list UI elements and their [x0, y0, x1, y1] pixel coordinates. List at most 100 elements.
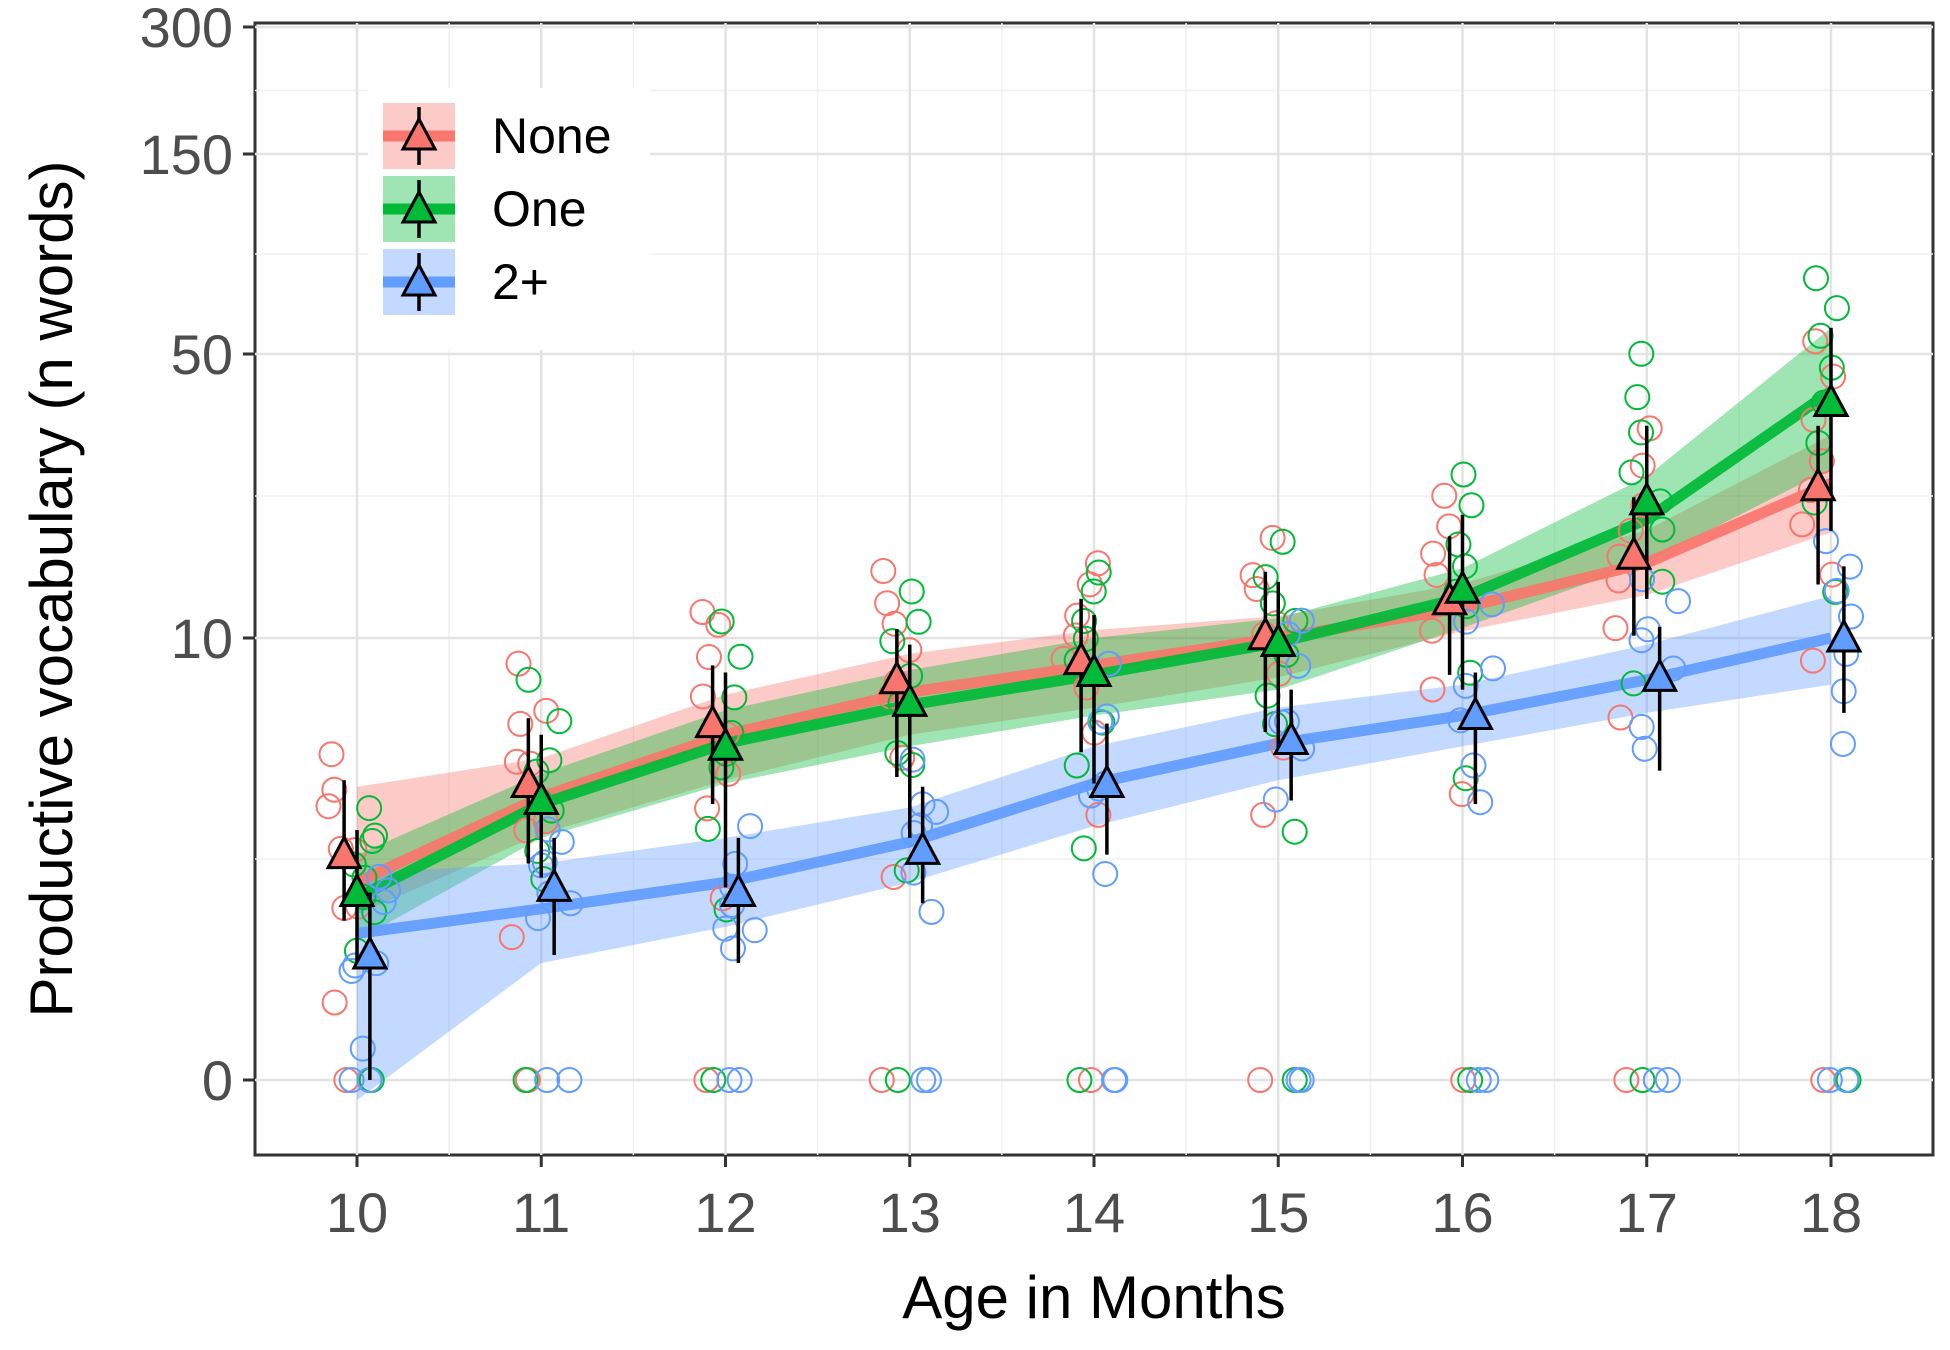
mean-marker-2+: [719, 872, 757, 907]
point-2+: [1813, 528, 1840, 555]
point-One: [1649, 516, 1676, 543]
mean-marker-One: [707, 726, 744, 761]
point-One: [1063, 752, 1090, 779]
mean-marker-One: [1259, 622, 1297, 657]
point-None: [689, 683, 716, 710]
point-One: [721, 684, 748, 711]
mean-marker-2+: [535, 867, 573, 902]
point-One: [1070, 835, 1097, 862]
point-2+: [1628, 713, 1655, 740]
point-2+: [1453, 608, 1480, 635]
y-tick-label: 0: [202, 1049, 233, 1112]
mean-marker-2+: [351, 934, 389, 970]
mean-marker-None: [694, 703, 732, 739]
point-One: [1282, 607, 1309, 634]
point-2+: [1460, 752, 1487, 779]
point-2+: [1833, 1067, 1860, 1093]
point-2+: [1837, 553, 1864, 580]
point-One: [1452, 765, 1479, 792]
y-tick-label: 150: [140, 123, 233, 186]
point-2+: [1829, 730, 1856, 757]
point-None: [874, 590, 901, 617]
x-tick-label: 10: [326, 1181, 388, 1244]
point-None: [695, 644, 722, 671]
point-2+: [719, 935, 746, 962]
point-2+: [737, 813, 764, 840]
mean-marker-None: [509, 763, 547, 798]
point-One: [1620, 670, 1647, 697]
point-One: [1457, 1067, 1484, 1093]
point-2+: [1285, 1067, 1312, 1093]
point-None: [315, 793, 342, 820]
mean-marker-2+: [1456, 695, 1494, 731]
point-One: [515, 666, 542, 693]
point-None: [1085, 801, 1112, 828]
point-None: [1247, 1067, 1274, 1093]
point-2+: [1452, 672, 1479, 699]
point-None: [694, 795, 721, 822]
point-One: [1269, 528, 1296, 555]
point-None: [1808, 448, 1835, 475]
mean-marker-One: [522, 780, 560, 815]
point-2+: [534, 816, 561, 843]
point-One: [1080, 578, 1107, 605]
point-2+: [1480, 655, 1507, 682]
legend-label-One: One: [492, 181, 587, 237]
point-2+: [716, 1067, 743, 1093]
point-One: [1071, 607, 1098, 634]
point-2+: [899, 746, 926, 773]
point-2+: [1473, 1067, 1500, 1093]
point-2+: [1465, 1067, 1492, 1093]
point-One: [1823, 295, 1850, 322]
point-None: [880, 863, 907, 890]
point-2+: [741, 917, 768, 944]
point-2+: [1092, 860, 1119, 887]
mean-marker-None: [1799, 466, 1837, 502]
point-None: [1064, 602, 1091, 629]
point-One: [362, 822, 389, 849]
mean-marker-One: [1444, 569, 1481, 604]
point-One: [708, 608, 735, 635]
mean-marker-One: [891, 682, 929, 717]
point-One: [898, 578, 925, 605]
point-One: [1085, 559, 1112, 586]
point-None: [505, 650, 532, 677]
point-One: [694, 815, 721, 842]
point-2+: [900, 820, 927, 847]
point-None: [321, 989, 348, 1016]
point-One: [905, 608, 932, 635]
mean-marker-2+: [1825, 617, 1863, 653]
legend-label-None: None: [492, 108, 612, 164]
point-One: [512, 1067, 539, 1093]
point-One: [727, 643, 754, 670]
mean-marker-One: [1812, 382, 1850, 418]
point-None: [715, 760, 742, 787]
point-One: [1618, 459, 1645, 486]
point-One: [1628, 340, 1655, 367]
axes: 10 11 12 13 14 15 16 17 18 0 10 50 150 300 Age in Mont…: [18, 0, 1862, 1331]
x-tick-label: 16: [1431, 1181, 1493, 1244]
point-None: [868, 1067, 895, 1093]
point-None: [1607, 704, 1634, 731]
point-None: [513, 817, 540, 844]
point-2+: [1087, 708, 1114, 735]
point-None: [1420, 540, 1447, 567]
point-2+: [349, 1035, 376, 1062]
point-One: [361, 899, 388, 926]
mean-marker-2+: [904, 830, 942, 865]
point-One: [1450, 461, 1477, 488]
point-None: [870, 557, 897, 584]
point-One: [700, 1067, 727, 1093]
mean-marker-2+: [1088, 763, 1126, 798]
point-One: [1445, 531, 1472, 558]
x-tick-label: 17: [1616, 1181, 1678, 1244]
point-None: [1799, 647, 1826, 674]
point-None: [318, 741, 345, 768]
x-tick-label: 18: [1800, 1181, 1862, 1244]
point-2+: [556, 1067, 583, 1093]
point-None: [1419, 676, 1446, 703]
x-tick-label: 13: [879, 1181, 941, 1244]
legend: None One 2+: [368, 88, 650, 350]
mean-markers: [325, 382, 1863, 970]
point-One: [359, 827, 386, 854]
